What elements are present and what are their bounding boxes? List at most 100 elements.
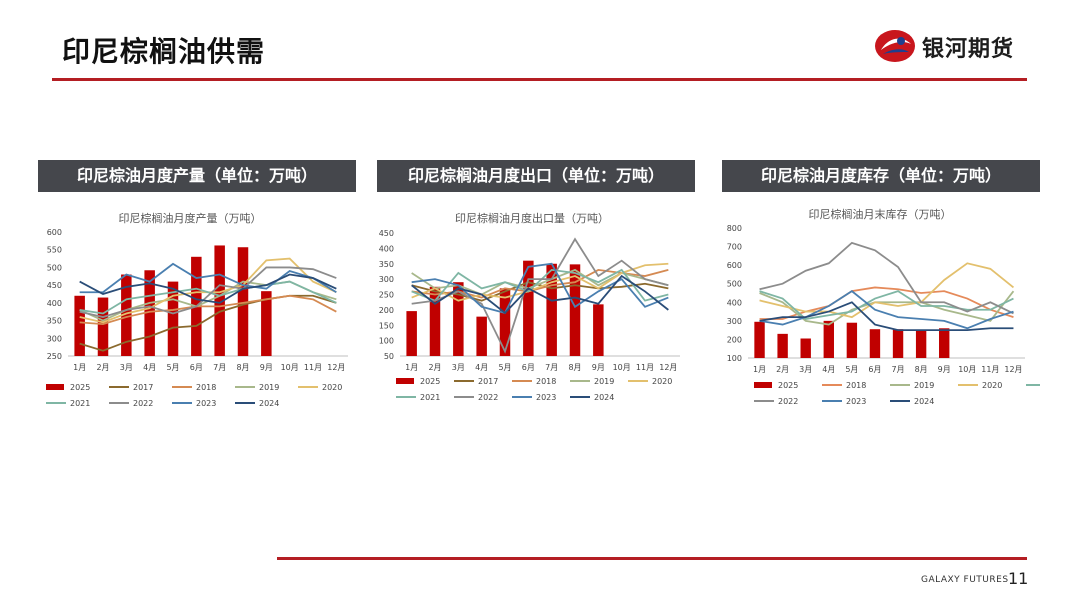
bar-2025 [523, 260, 534, 356]
legend-label: 2020 [322, 383, 342, 392]
y-tick-label: 100 [727, 354, 742, 363]
y-tick-label: 300 [727, 317, 742, 326]
y-tick-label: 500 [727, 280, 742, 289]
x-tick-label: 11月 [304, 363, 322, 372]
y-tick-label: 400 [379, 244, 394, 253]
legend-label: 2021 [70, 399, 90, 408]
bar-2025 [429, 286, 441, 356]
y-tick-label: 700 [727, 243, 742, 252]
x-tick-label: 9月 [260, 363, 273, 372]
bar-2025 [546, 263, 557, 356]
bar-2025 [823, 320, 834, 358]
legend-label: 2017 [133, 383, 153, 392]
x-tick-label: 10月 [613, 363, 631, 372]
x-tick-label: 10月 [281, 363, 299, 372]
x-tick-label: 1月 [73, 363, 86, 372]
stock-panel-header: 印尼棕油月度库存（单位：万吨） [722, 160, 1040, 192]
x-tick-label: 4月 [143, 363, 156, 372]
bar-2025 [499, 288, 511, 356]
bar-2025 [869, 329, 881, 358]
bar-2025 [74, 295, 85, 356]
x-tick-label: 1月 [405, 363, 418, 372]
series-line-2021 [79, 280, 337, 315]
y-tick-label: 400 [47, 299, 62, 308]
legend-label: 2024 [594, 393, 614, 402]
legend-label: 2019 [914, 381, 934, 390]
x-tick-label: 7月 [545, 363, 558, 372]
legend-label: 2022 [778, 397, 798, 406]
legend-label: 2023 [536, 393, 556, 402]
bar-2025 [261, 291, 272, 356]
production-chart: 印尼棕榈油月度产量（万吨） 250 300 350 400 450 500 550 600 1月 2… [30, 200, 360, 434]
legend-label: 2019 [259, 383, 279, 392]
x-tick-label: 6月 [868, 365, 881, 374]
bar-2025 [121, 274, 132, 356]
legend-label: 2025 [778, 381, 798, 390]
y-tick-label: 250 [47, 352, 62, 361]
y-tick-label: 300 [47, 334, 62, 343]
x-tick-label: 4月 [475, 363, 488, 372]
footer-brand: GALAXY FUTURES [921, 575, 1009, 585]
x-tick-label: 7月 [213, 363, 226, 372]
bar-2025 [453, 282, 464, 356]
bar-2025 [892, 329, 904, 358]
bar-2025 [97, 297, 109, 356]
series-line-2020 [759, 262, 1015, 319]
stock-chart: 印尼棕榈油月末库存（万吨） 100 200 300 400 500 600 700 800 1月 2… [720, 200, 1071, 434]
legend-label: 2025 [420, 377, 440, 386]
x-tick-label: 12月 [327, 363, 345, 372]
x-tick-label: 9月 [938, 365, 951, 374]
series-line-2024 [759, 301, 1014, 332]
x-tick-label: 7月 [891, 365, 904, 374]
series-line-2024 [79, 273, 337, 304]
bar-2025 [915, 330, 927, 358]
bar-2025 [214, 245, 225, 356]
y-tick-label: 200 [379, 306, 394, 315]
legend-label: 2019 [594, 377, 614, 386]
y-tick-label: 500 [47, 263, 62, 272]
bar-2025 [476, 316, 487, 356]
y-tick-label: 200 [727, 335, 742, 344]
y-tick-label: 50 [384, 352, 394, 361]
bar-2025 [846, 322, 858, 358]
series-line-2018 [759, 286, 1014, 320]
y-tick-label: 100 [379, 337, 394, 346]
bar-2025 [754, 321, 765, 358]
x-tick-label: 5月 [845, 365, 858, 374]
legend-label: 2020 [652, 377, 672, 386]
y-tick-label: 800 [727, 224, 742, 233]
chart-title: 印尼棕榈油月度出口量（万吨） [455, 211, 609, 225]
series-line-2018 [79, 294, 337, 326]
y-tick-label: 350 [47, 317, 62, 326]
x-tick-label: 3月 [120, 363, 133, 372]
x-tick-label: 9月 [592, 363, 605, 372]
x-tick-label: 8月 [915, 365, 928, 374]
legend-label: 2017 [478, 377, 498, 386]
bar-2025 [569, 264, 581, 356]
y-tick-label: 600 [727, 261, 742, 270]
legend-swatch-bar [396, 378, 414, 384]
x-tick-label: 8月 [236, 363, 249, 372]
bar-2025 [593, 304, 604, 356]
series-line-2020 [411, 262, 669, 302]
x-tick-label: 1月 [753, 365, 766, 374]
x-tick-label: 2月 [96, 363, 109, 372]
footer-divider [277, 557, 1027, 560]
y-tick-label: 450 [379, 229, 394, 238]
series-line-2022 [759, 241, 1014, 315]
x-tick-label: 6月 [190, 363, 203, 372]
legend-label: 2024 [259, 399, 279, 408]
x-tick-label: 11月 [636, 363, 654, 372]
page-number: 11 [1008, 569, 1029, 588]
x-tick-label: 3月 [452, 363, 465, 372]
brand-name: 银河期货 [922, 37, 1015, 62]
series-line-2021 [411, 268, 669, 302]
y-tick-label: 350 [379, 260, 394, 269]
y-tick-label: 600 [47, 228, 62, 237]
chart-title: 印尼棕榈油月末库存（万吨） [809, 207, 952, 221]
x-tick-label: 10月 [958, 365, 976, 374]
galaxy-logo-icon [875, 30, 915, 62]
legend-label: 2023 [846, 397, 866, 406]
series-line-2024 [411, 274, 669, 315]
y-tick-label: 150 [379, 321, 394, 330]
